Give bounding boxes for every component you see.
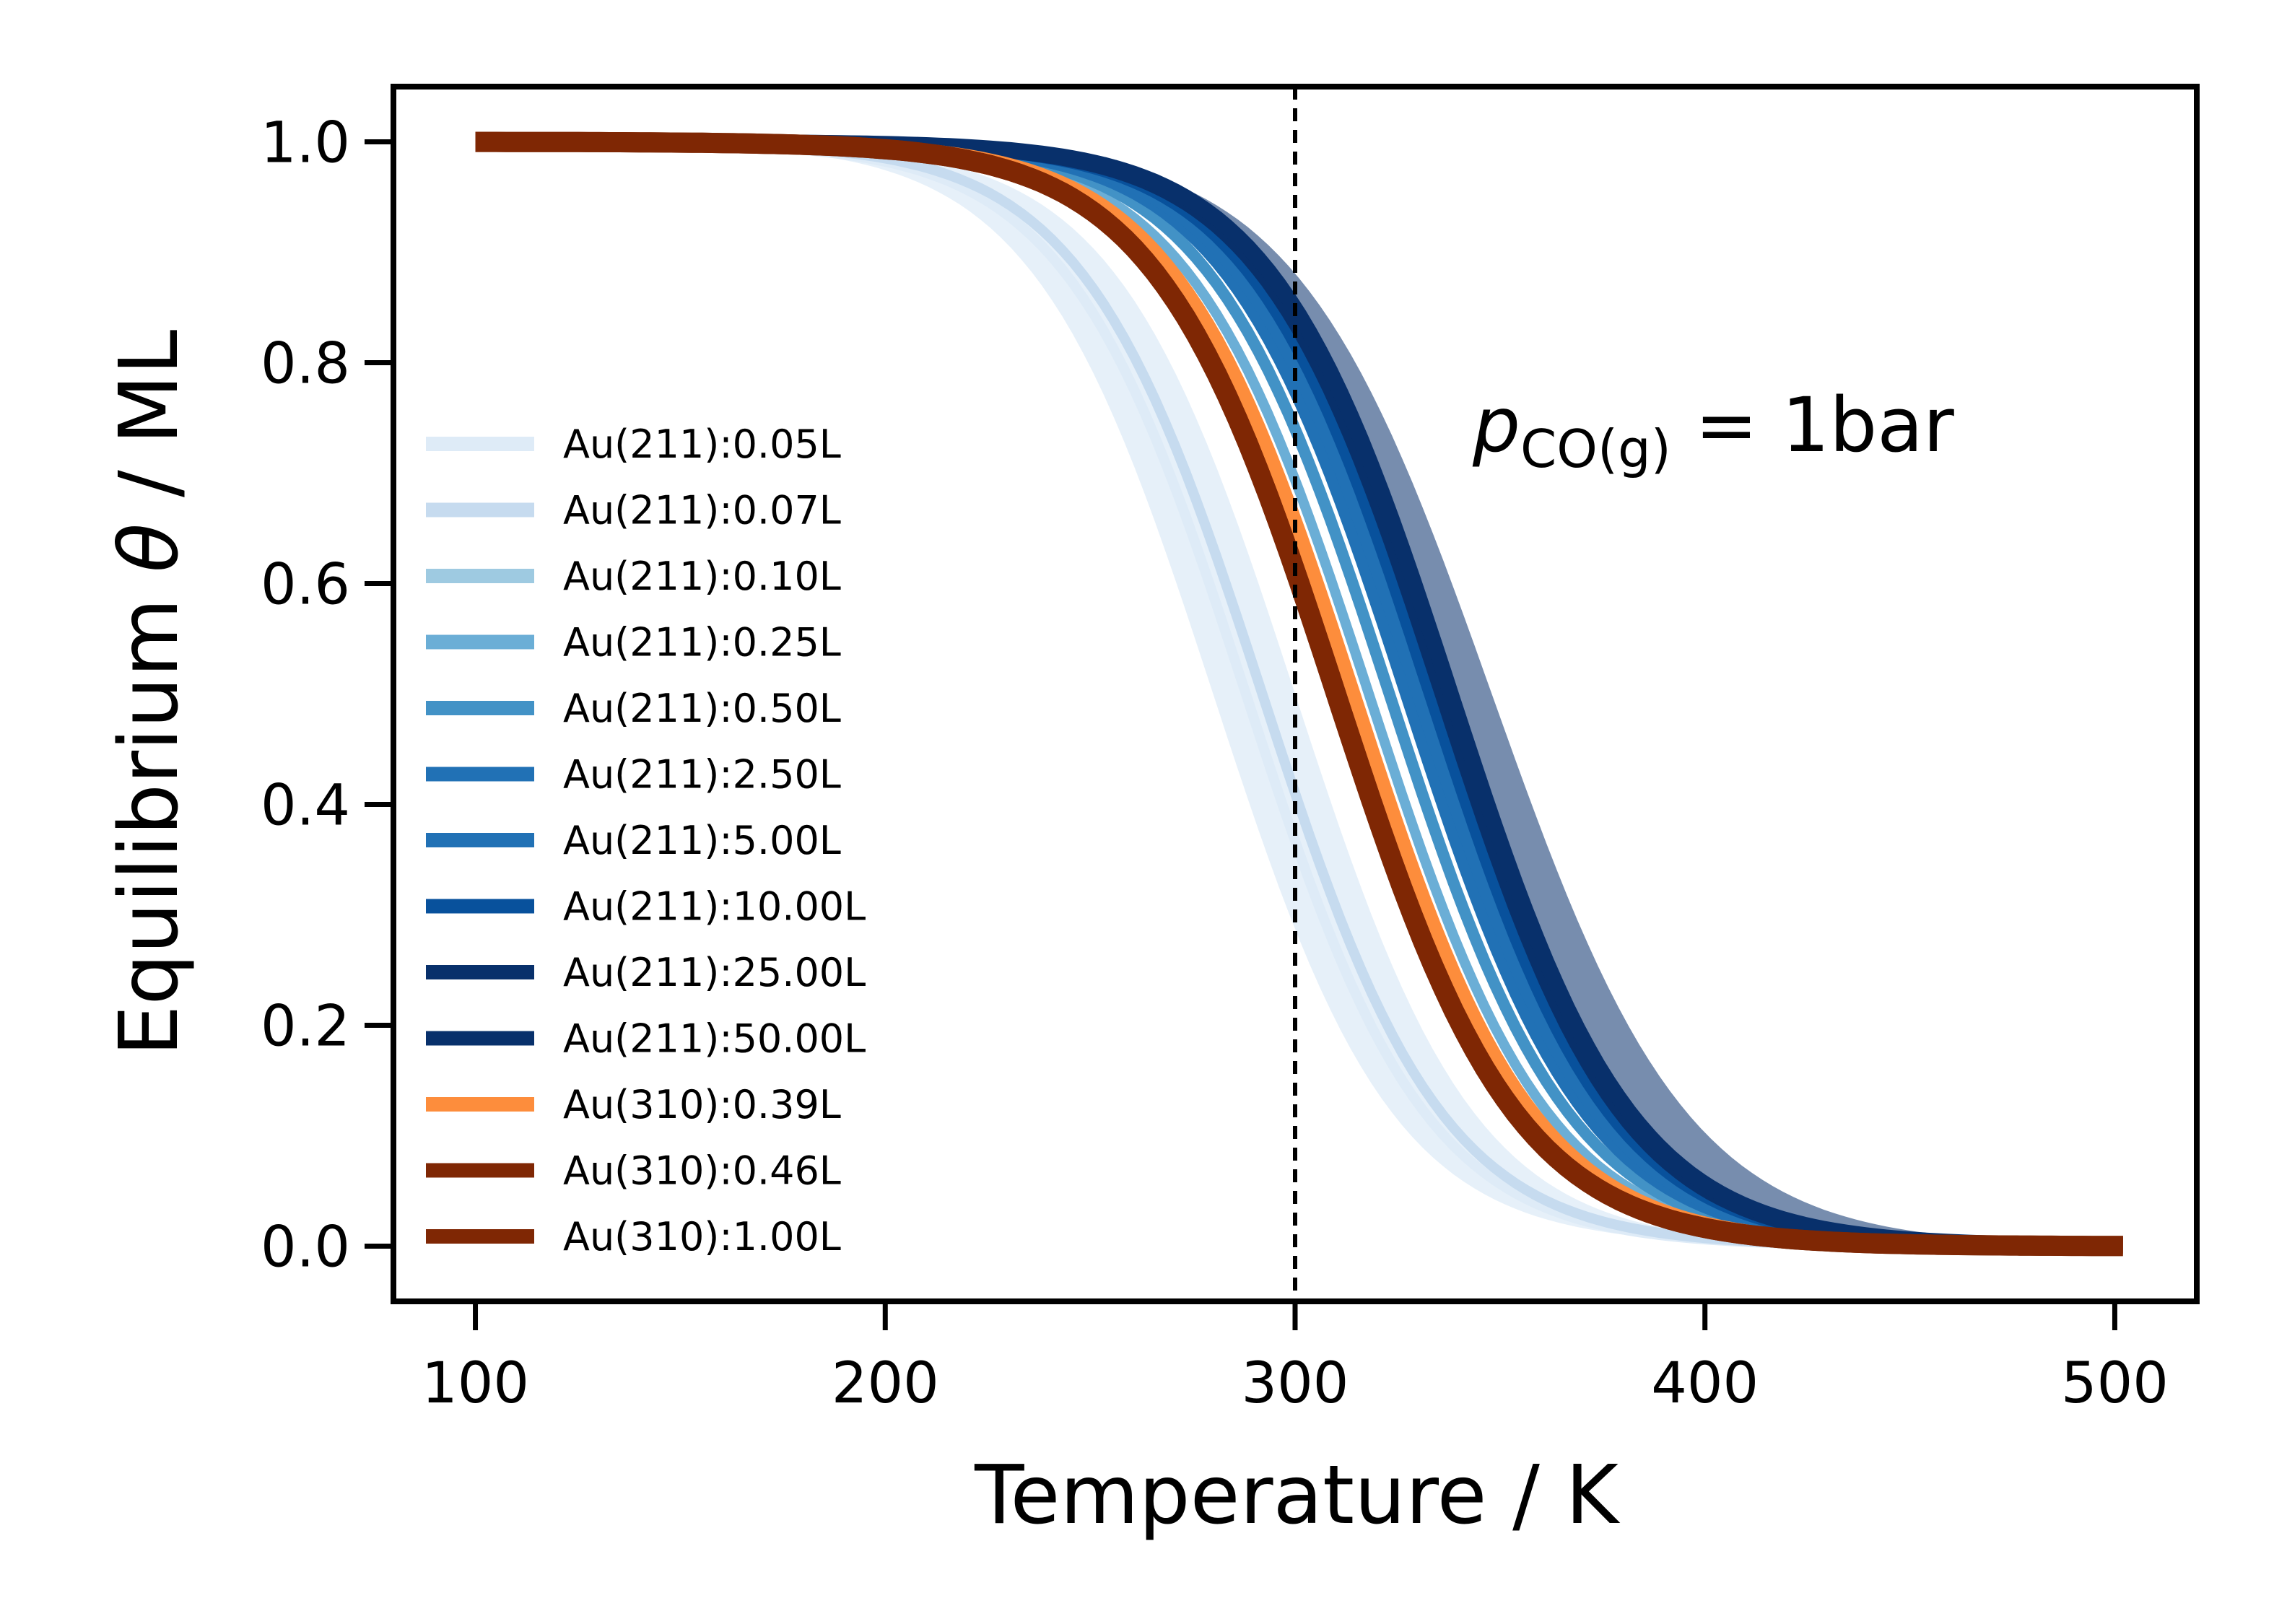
x-tick-label: 200: [832, 1351, 939, 1416]
y-tick-label: 0.2: [261, 995, 350, 1060]
legend-label: Au(211):0.25L: [563, 620, 841, 665]
y-tick-label: 1.0: [261, 111, 350, 176]
y-tick-label: 0.4: [261, 774, 350, 839]
pressure-symbol: p: [1472, 381, 1520, 469]
x-tick-label: 300: [1242, 1351, 1349, 1416]
plot-frame: [391, 84, 2200, 1304]
x-tick-label: 400: [1651, 1351, 1759, 1416]
x-tick-label: 100: [422, 1351, 529, 1416]
legend-label: Au(310):0.39L: [563, 1082, 841, 1127]
x-axis-title: Temperature / K: [974, 1449, 1620, 1542]
legend-label: Au(211):10.00L: [563, 884, 866, 930]
legend-label: Au(211):0.50L: [563, 686, 841, 731]
y-axis-title: Equilibrium θ / ML: [103, 330, 196, 1057]
legend-label: Au(211):5.00L: [563, 818, 841, 863]
series-lines: [475, 131, 2123, 1257]
legend-label: Au(211):2.50L: [563, 752, 841, 798]
legend-label: Au(310):0.46L: [563, 1148, 841, 1194]
y-tick-label: 0.8: [261, 332, 350, 397]
x-axis-ticks: 100 200 300 400 500: [422, 1301, 2169, 1416]
y-axis-title-symbol: θ: [103, 523, 196, 573]
y-axis-ticks: 0.0 0.2 0.4 0.6 0.8 1.0: [261, 111, 393, 1280]
y-axis-title-prefix: Equilibrium: [103, 572, 196, 1056]
pressure-subscript: CO(g): [1520, 419, 1671, 479]
x-tick-label: 500: [2061, 1351, 2169, 1416]
legend-label: Au(211):0.05L: [563, 422, 841, 467]
pressure-annotation: pCO(g) = 1bar: [1472, 381, 1954, 479]
y-tick-label: 0.0: [261, 1215, 350, 1280]
legend-label: Au(211):0.10L: [563, 554, 841, 599]
legend: Au(211):0.05L Au(211):0.07L Au(211):0.10L A…: [426, 422, 866, 1260]
legend-label: Au(211):0.07L: [563, 488, 841, 533]
pressure-value: = 1bar: [1671, 381, 1954, 469]
y-axis-title-suffix: / ML: [103, 330, 196, 523]
legend-label: Au(211):50.00L: [563, 1016, 866, 1062]
legend-label: Au(310):1.00L: [563, 1214, 841, 1260]
series-line-au-310--1-00l: [475, 131, 2123, 1257]
legend-label: Au(211):25.00L: [563, 950, 866, 995]
y-tick-label: 0.6: [261, 553, 350, 618]
